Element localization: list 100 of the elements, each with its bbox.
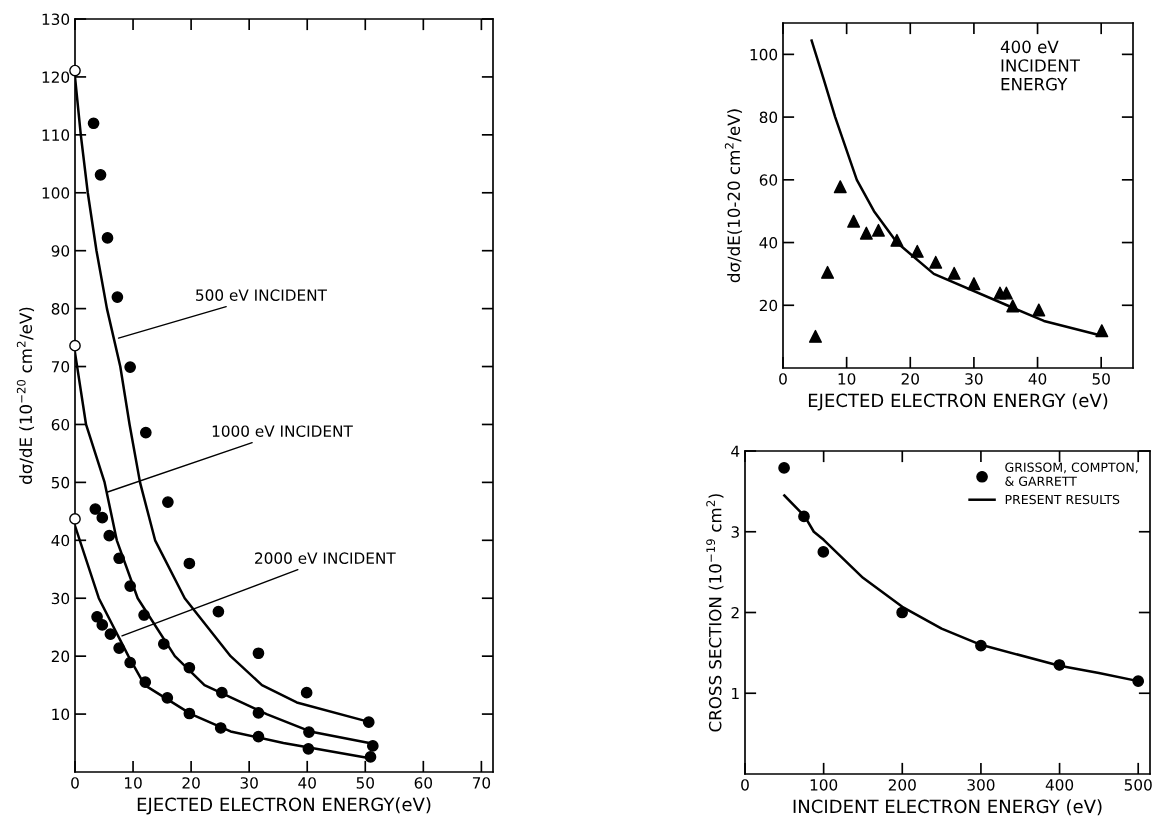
point [69,513,81,525]
point [910,244,924,258]
point [252,647,265,660]
x-axis-title: INCIDENT ELECTRON ENERGY (eV) [793,799,1102,816]
y-axis-title: dσ/dE(10-20 cm$^{2}$/eV) [724,109,743,283]
point [91,610,103,623]
y-tick-label: 20 [759,299,778,312]
point [252,707,265,719]
point [94,168,107,181]
y-tick-label: 120 [42,71,70,83]
x-tick-label: 10 [125,777,142,789]
point [96,511,109,524]
point [111,291,124,303]
y-tick-label: 3 [731,526,739,538]
point [871,223,885,237]
point [362,716,375,729]
x-tick-label: 0 [779,373,787,385]
point [1006,299,1020,313]
point [302,742,315,755]
x-tick-label: 40 [298,777,316,789]
point [1032,303,1046,317]
y-tick-label: 2 [731,606,739,619]
point [896,606,908,619]
point [212,605,225,618]
point [89,503,102,515]
point [303,726,315,738]
point [817,546,830,558]
x-tick-label: 40 [1028,373,1047,385]
x-tick-label: 0 [71,777,79,789]
point [1053,659,1066,671]
point [183,661,196,674]
point [808,329,822,343]
point [124,656,136,669]
x-axis-title: EJECTED ELECTRON ENERGY(eV) [137,797,431,815]
x-tick-label: 30 [240,777,258,789]
point [104,628,117,640]
x-tick-label: 70 [472,777,491,789]
point [1095,324,1109,338]
x-tick-label: 400 [1045,779,1074,791]
x-tick-label: 50 [356,777,374,789]
point [947,266,961,280]
x-tick-label: 200 [888,779,916,791]
point [139,426,152,439]
point [214,722,227,734]
y-tick-label: 40 [51,534,70,547]
y-tick-label: 50 [51,476,70,489]
y-tick-label: 1 [732,687,739,700]
point [929,255,943,269]
y-tick-label: 60 [51,418,70,431]
point [366,740,379,752]
point [183,707,196,720]
y-tick-label: 20 [51,650,70,663]
y-tick-label: 130 [42,13,70,26]
point [975,639,987,652]
y-tick-label: 40 [759,237,778,249]
point [162,496,174,508]
annotation: 2000 eV INCIDENT [255,552,396,564]
point [798,510,810,523]
y-tick-label: 100 [750,48,778,61]
y-tick-label: 100 [42,187,70,199]
y-tick-label: 90 [51,245,70,257]
point [890,233,904,247]
point [124,580,136,592]
annotation: 500 eV INCIDENT [196,289,327,301]
x-tick-label: 10 [838,373,856,385]
y-tick-label: 70 [51,361,70,373]
point [69,339,81,352]
point [101,232,114,244]
point [113,642,125,654]
point [859,226,873,240]
point [252,730,265,743]
point [161,692,174,704]
point [821,265,835,279]
y-axis-title: dσ/dE (10$^{−20}$ cm$^{2}$/eV) [16,307,35,484]
y-tick-label: 110 [42,129,70,141]
point [113,552,125,565]
x-tick-label: 60 [414,777,433,789]
x-tick-label: 500 [1124,779,1152,791]
x-tick-label: 100 [810,779,838,791]
point [300,686,313,699]
x-tick-label: 50 [1092,373,1110,385]
legend-label: GRISSOM, COMPTON, & GARRETT [1005,462,1138,486]
point [138,609,150,621]
point [139,676,152,689]
point [183,557,196,570]
point [967,277,981,291]
y-tick-label: 10 [52,708,70,721]
y-tick-label: 80 [759,111,778,124]
y-tick-label: 60 [759,174,778,186]
x-axis-title: EJECTED ELECTRON ENERGY (eV) [808,393,1108,411]
annotation: 1000 eV INCIDENT [212,425,353,437]
point [96,619,109,631]
y-tick-label: 80 [51,303,70,315]
x-tick-label: 20 [182,777,200,789]
x-tick-label: 20 [901,373,919,385]
point [364,751,377,763]
point [778,462,790,474]
point [87,117,100,130]
annotation: 400 eV INCIDENT ENERGY [1000,40,1080,91]
y-axis-title: CROSS SECTION (10$^{−19}$ cm$^{2}$) [706,494,724,732]
